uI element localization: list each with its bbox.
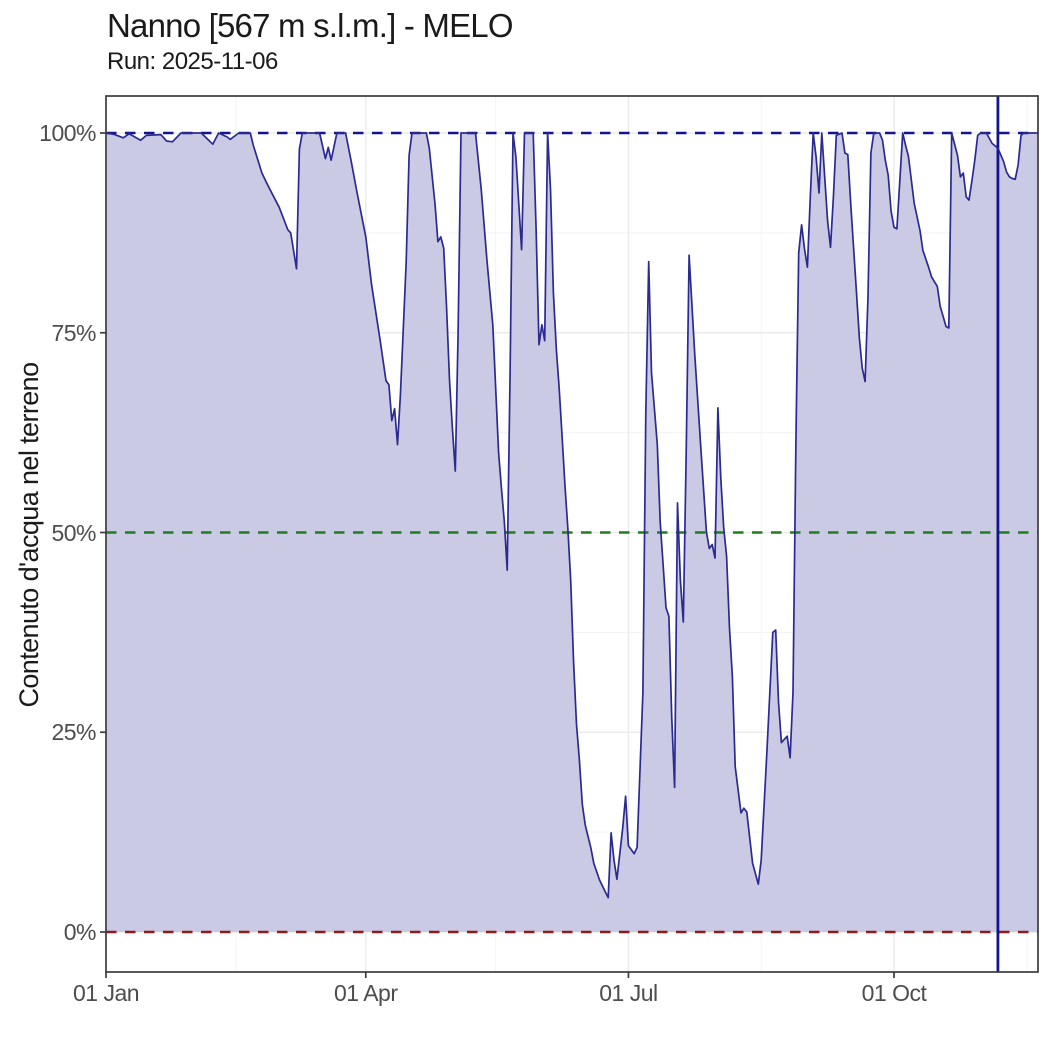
y-tick-label: 100% (39, 120, 96, 146)
x-tick-label: 01 Jan (72, 980, 140, 1006)
y-tick-label: 0% (63, 919, 97, 945)
page-title: Nanno [567 m s.l.m.] - MELO (107, 7, 514, 44)
y-tick-label: 25% (51, 719, 96, 746)
x-tick-label: 01 Oct (861, 980, 927, 1006)
x-tick-label: 01 Apr (334, 980, 398, 1006)
soil-moisture-line (106, 132, 1038, 899)
run-date-subtitle: Run: 2025-11-06 (107, 48, 278, 75)
x-tick-label: 01 Jul (599, 980, 658, 1006)
soil-moisture-area (106, 133, 1038, 932)
y-tick-label: 50% (51, 519, 96, 546)
y-tick-label: 75% (51, 319, 96, 346)
panel-border (105, 95, 1039, 973)
